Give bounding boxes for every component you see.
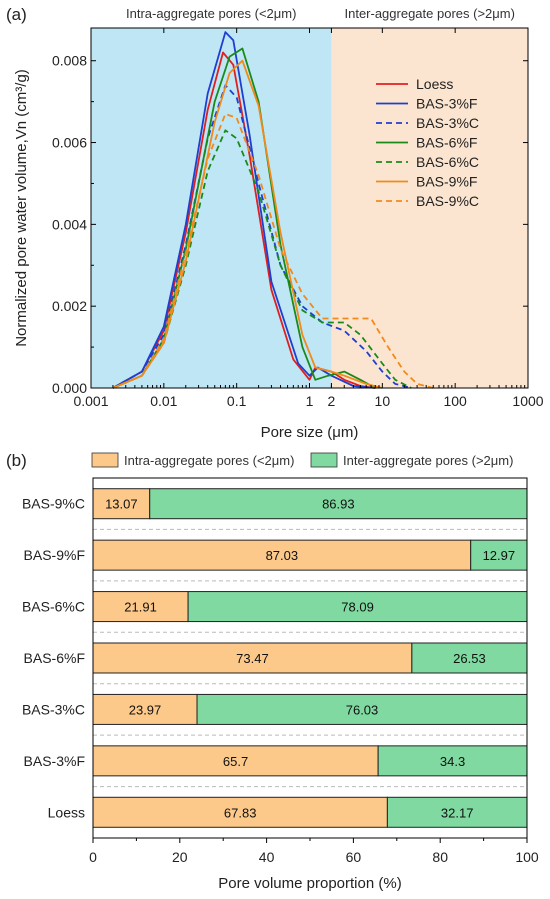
- bar-segment-bas-3-f-0: [92, 745, 379, 777]
- bar-segment-bas-6-c-0: [92, 591, 189, 623]
- legend-label-a-6: BAS-9%C: [416, 193, 479, 209]
- inter-region-label: Inter-aggregate pores (>2μm): [344, 6, 514, 21]
- category-label-6: Loess: [48, 804, 85, 820]
- axis-ticks-b: 0 20 40 60 80 100: [89, 838, 539, 865]
- legend-label-a-0: Loess: [416, 76, 453, 92]
- bar-value-label: 13.07: [105, 497, 138, 512]
- category-label-4: BAS-3%C: [22, 701, 85, 717]
- axis-ticks-a: 0.001 0.01 0.1 1 2 10 100 1000 0.000 0.002 0.004 0.…: [52, 28, 544, 409]
- legend-label-a-1: BAS-3%F: [416, 96, 477, 112]
- x-tick-label-b-5: 100: [515, 849, 539, 865]
- bar-segment-loess-1: [386, 796, 528, 828]
- y-tick-label-a-0: 0.000: [52, 380, 87, 396]
- bar-value-label: 65.7: [223, 754, 248, 769]
- panel-label-a: (a): [6, 5, 27, 24]
- series-line-bas-3-f: [112, 31, 376, 389]
- bar-value-label: 12.97: [483, 548, 516, 563]
- bar-value-label: 23.97: [129, 702, 162, 717]
- line-chart-panel-a: Intra-aggregate pores (<2μm) Inter-aggre…: [6, 5, 544, 441]
- legend-a: Loess BAS-3%F BAS-3%C BAS-6%F BAS-6%C BAS-9%F…: [376, 76, 479, 209]
- bar-segment-bas-6-f-0: [92, 642, 413, 674]
- series-line-bas-3-c: [112, 84, 412, 389]
- legend-label-a-2: BAS-3%C: [416, 115, 479, 131]
- y-tick-label-a-3: 0.006: [52, 135, 87, 151]
- bar-value-label: 73.47: [236, 651, 269, 666]
- y-tick-label-a-2: 0.004: [52, 216, 87, 232]
- x-tick-label-b-0: 0: [89, 849, 97, 865]
- x-tick-label-a-3: 1: [306, 393, 314, 409]
- region-bg-0: [91, 28, 332, 388]
- legend-b: Intra-aggregate pores (<2μm) Inter-aggreg…: [91, 452, 513, 468]
- x-tick-label-a-2: 0.1: [227, 393, 247, 409]
- bar-segment-bas-3-c-1: [196, 693, 528, 725]
- intra-region-label: Intra-aggregate pores (<2μm): [126, 6, 296, 21]
- legend-label-a-5: BAS-9%F: [416, 174, 477, 190]
- line-series: [112, 31, 434, 389]
- x-tick-label-a-4: 2: [328, 393, 336, 409]
- category-label-2: BAS-6%C: [22, 599, 85, 615]
- bar-segment-bas-6-c-1: [187, 591, 528, 623]
- bar-chart-panel-b: (b) Intra-aggregate pores (<2μm) Inter-ag…: [6, 451, 539, 892]
- y-tick-label-a-1: 0.002: [52, 298, 87, 314]
- bar-value-label: 76.03: [346, 702, 379, 717]
- series-line-bas-9-f: [112, 59, 383, 389]
- x-tick-label-b-2: 40: [259, 849, 275, 865]
- pore-regions: [91, 28, 528, 388]
- stacked-bars: 13.07 86.93 BAS-9%C 87.03 12.97 BAS-9%F 21.91 7…: [22, 488, 528, 828]
- bar-segment-bas-9-f-1: [470, 539, 528, 571]
- category-label-5: BAS-3%F: [24, 753, 85, 769]
- series-line-bas-9-c: [112, 113, 434, 389]
- x-tick-label-b-3: 60: [346, 849, 362, 865]
- region-bg-1: [331, 28, 528, 388]
- bar-segment-bas-9-c-1: [149, 488, 528, 520]
- bar-value-label: 32.17: [441, 805, 474, 820]
- x-tick-label-a-7: 1000: [512, 393, 543, 409]
- bar-value-label: 78.09: [341, 600, 374, 615]
- y-axis-label-a: Normalized pore water volume,Vn (cm³/g): [13, 69, 30, 347]
- bar-segment-bas-3-f-1: [377, 745, 528, 777]
- bar-value-label: 87.03: [266, 548, 299, 563]
- legend-swatch-b-1: [310, 452, 338, 468]
- legend-label-a-4: BAS-6%C: [416, 154, 479, 170]
- x-tick-label-a-6: 100: [443, 393, 467, 409]
- x-tick-label-a-0: 0.001: [73, 393, 108, 409]
- bar-segment-bas-9-c-0: [92, 488, 151, 520]
- legend-label-b-0: Intra-aggregate pores (<2μm): [124, 453, 294, 468]
- legend-swatch-b-0: [91, 452, 119, 468]
- series-line-loess: [112, 51, 376, 389]
- panel-label-b: (b): [6, 451, 27, 470]
- category-label-1: BAS-9%F: [24, 547, 85, 563]
- x-tick-label-b-1: 20: [172, 849, 188, 865]
- x-tick-label-a-5: 10: [375, 393, 391, 409]
- x-axis-label-a: Pore size (μm): [261, 424, 359, 441]
- bar-segment-loess-0: [92, 796, 388, 828]
- bar-value-label: 86.93: [322, 497, 355, 512]
- x-tick-label-a-1: 0.01: [150, 393, 177, 409]
- x-tick-label-b-4: 80: [432, 849, 448, 865]
- category-label-0: BAS-9%C: [22, 496, 85, 512]
- x-axis-label-b: Pore volume proportion (%): [218, 875, 401, 892]
- bar-value-label: 21.91: [124, 600, 157, 615]
- bar-value-label: 34.3: [440, 754, 465, 769]
- y-tick-label-a-4: 0.008: [52, 53, 87, 69]
- category-label-3: BAS-6%F: [24, 650, 85, 666]
- bar-value-label: 67.83: [224, 805, 257, 820]
- bar-value-label: 26.53: [453, 651, 486, 666]
- bar-segment-bas-9-f-0: [92, 539, 472, 571]
- legend-label-a-3: BAS-6%F: [416, 135, 477, 151]
- legend-label-b-1: Inter-aggregate pores (>2μm): [343, 453, 513, 468]
